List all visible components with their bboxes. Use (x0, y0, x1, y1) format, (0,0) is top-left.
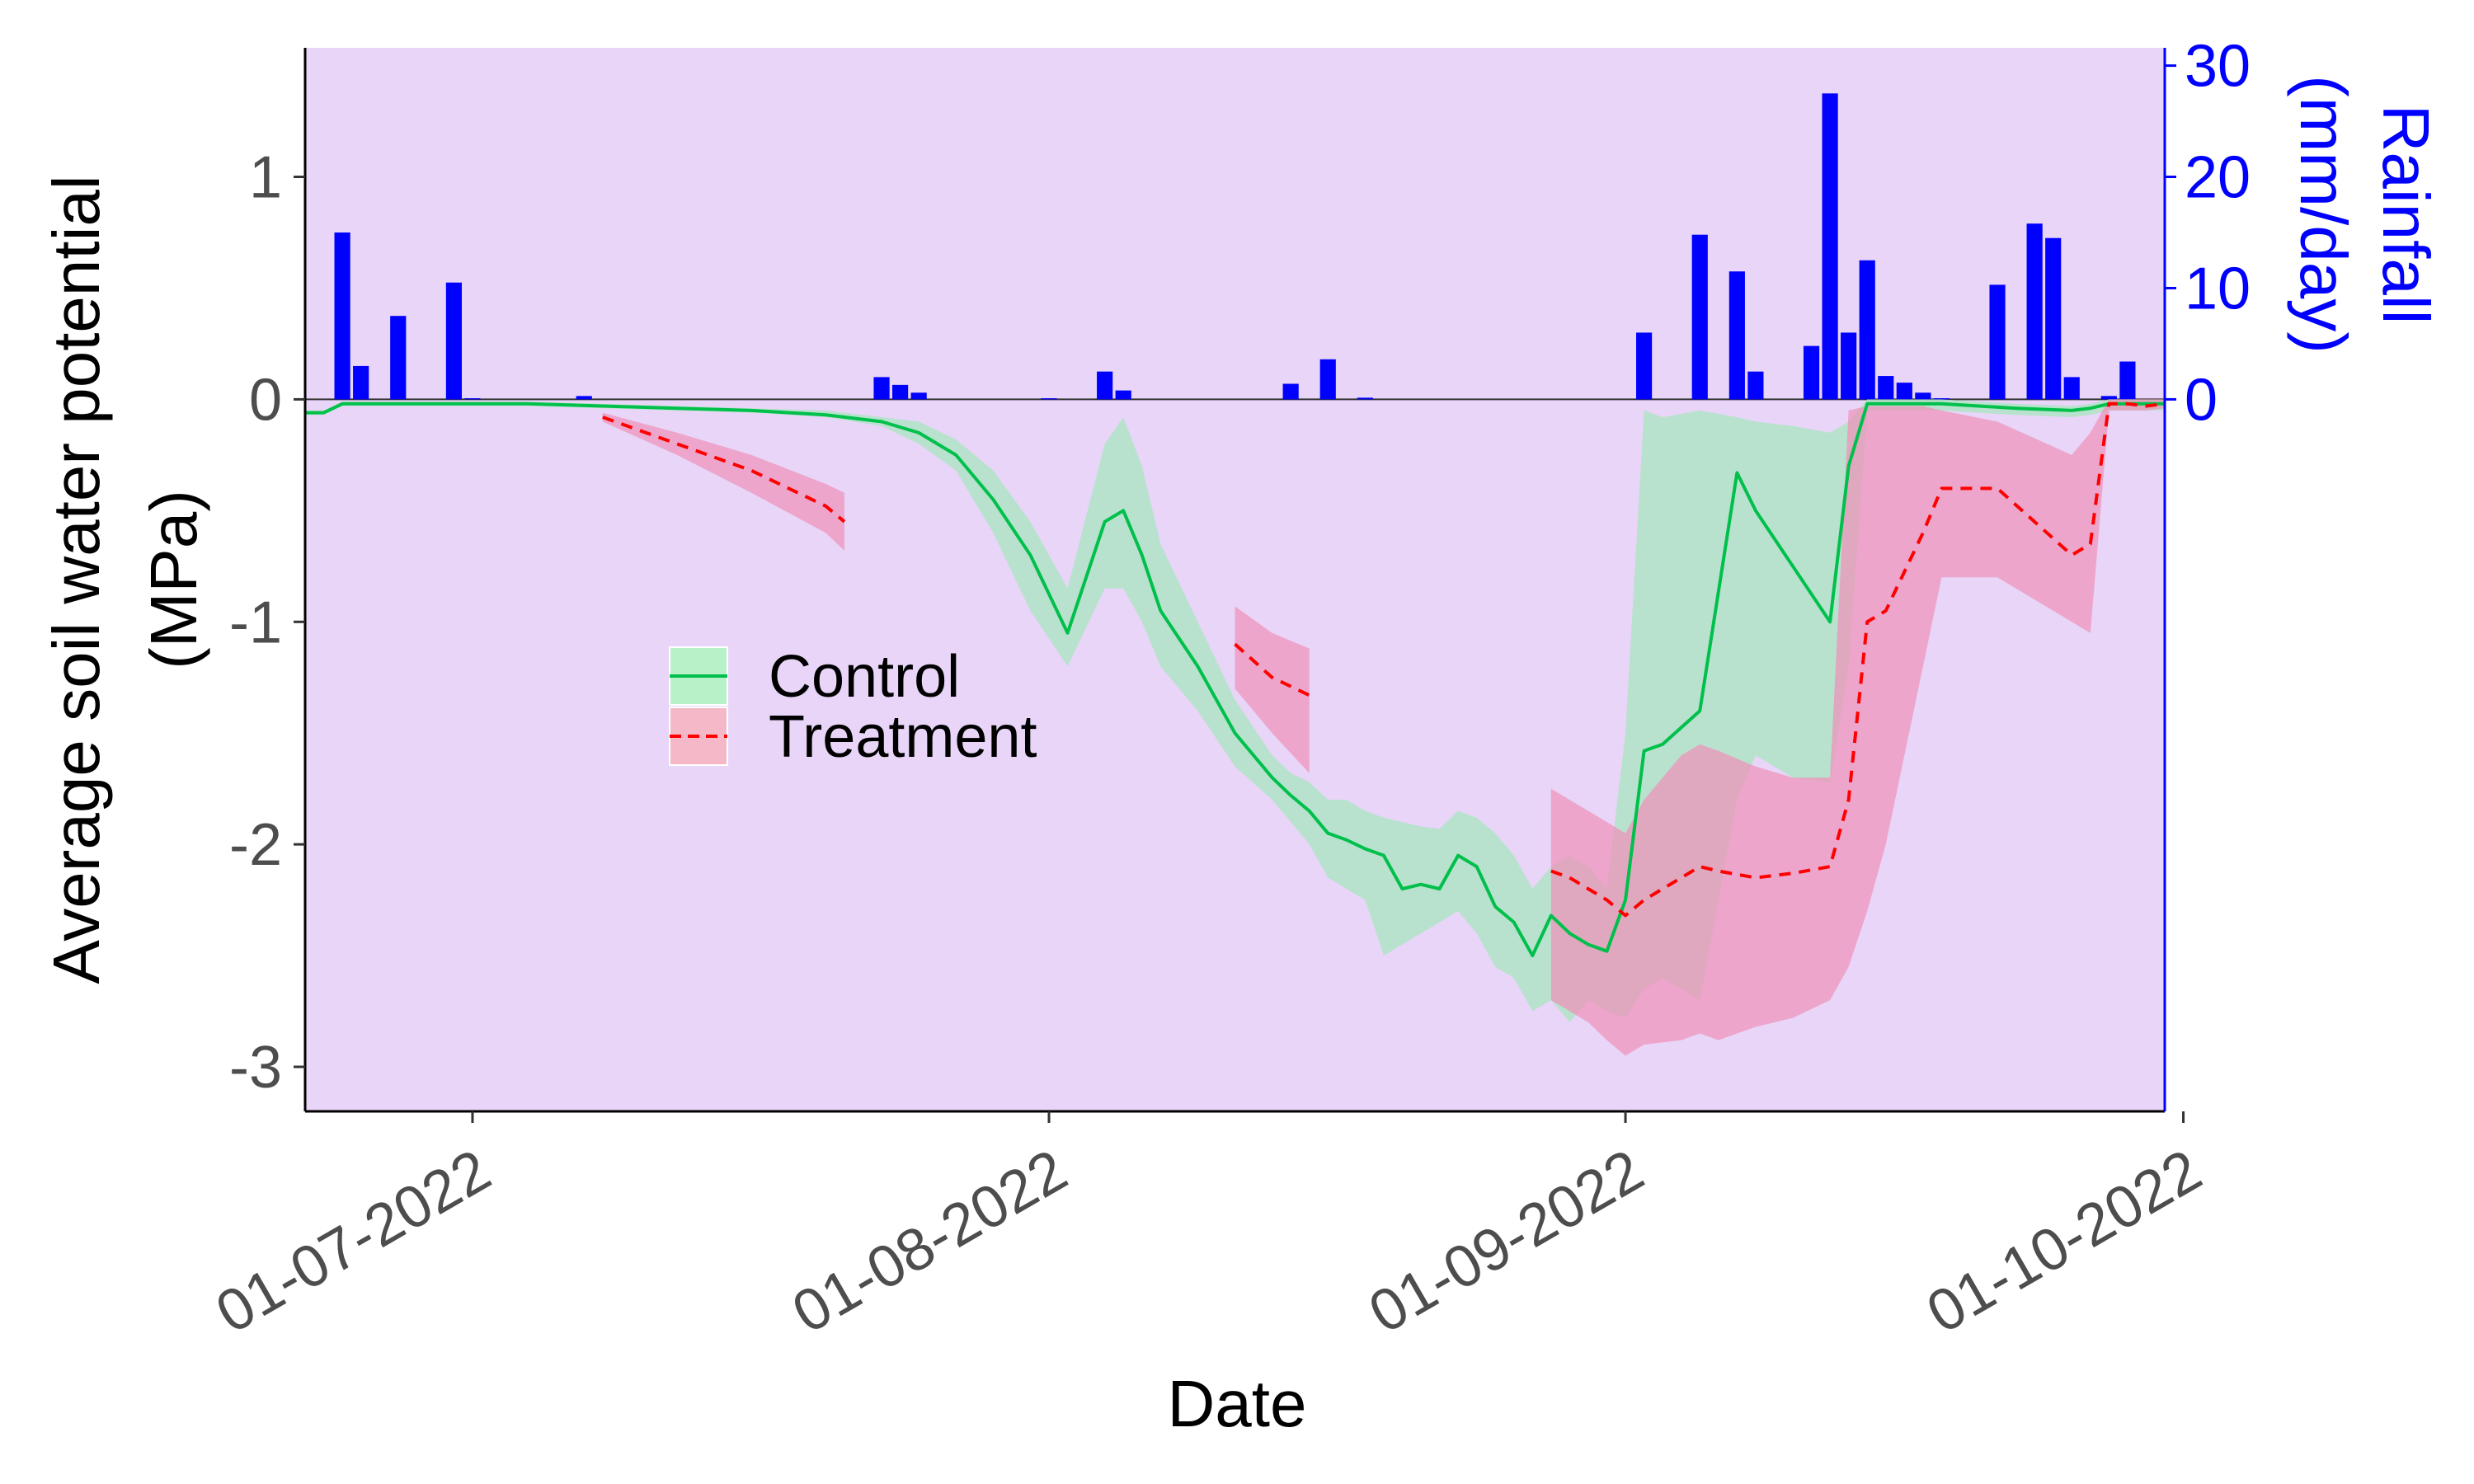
legend: Control Treatment (669, 644, 1037, 770)
rainfall-bar (1357, 397, 1373, 400)
treatment-line (1550, 402, 2166, 918)
series-lines (305, 402, 2166, 958)
rainfall-bar (1841, 332, 1857, 400)
rainfall-bar (1989, 284, 2006, 400)
rainfall-bar (445, 282, 462, 400)
rainfall-bar (1097, 371, 1113, 400)
y2-axis-title-line2: (mm/day) (2287, 75, 2360, 354)
rainfall-bar (1933, 398, 1950, 400)
y-tick-label: -3 (229, 1035, 282, 1101)
x-tick-label: 01-09-2022 (1358, 1137, 1654, 1345)
rainfall-bar (1319, 359, 1336, 400)
rainfall-bar (873, 377, 890, 400)
rainfall-bar (334, 232, 350, 400)
x-tick-label: 01-07-2022 (205, 1137, 501, 1345)
treatment-band (1235, 606, 1310, 773)
rainfall-bar (2063, 377, 2080, 400)
rainfall-bar (1896, 383, 1912, 400)
x-tick-label: 01-08-2022 (782, 1137, 1078, 1345)
legend-label-control: Control (769, 644, 960, 710)
rainfall-bar (1041, 398, 1057, 400)
y2-axis-title-line1: Rainfall (2369, 105, 2443, 325)
rainfall-bar (1636, 332, 1653, 400)
y-tick-label: -1 (229, 589, 282, 655)
treatment-line (602, 416, 846, 524)
y-axis-title: Average soil water potential (MPa) (40, 175, 210, 984)
treatment-line (1234, 642, 1310, 697)
rainfall-bar (2119, 361, 2136, 400)
rainfall-bar (1822, 93, 1838, 400)
rainfall-bar (353, 365, 369, 400)
rainfall-bar (576, 396, 592, 400)
rainfall-bar (1115, 390, 1131, 400)
rainfall-bar (464, 398, 481, 400)
x-axis-title: Date (1168, 1367, 1307, 1440)
y2-tick-label: 20 (2185, 145, 2251, 211)
treatment-band (1550, 399, 2165, 1056)
rainfall-bar (2026, 223, 2043, 400)
rainfall-bar (892, 384, 909, 400)
y-tick-label: 0 (249, 367, 282, 433)
rainfall-bar (1282, 383, 1299, 400)
y-axis-title-line2: (MPa) (137, 490, 210, 669)
rainfall-bar (1878, 376, 1894, 400)
control-line (305, 402, 2165, 958)
rainfall-bar (1859, 260, 1875, 400)
legend-item-treatment: Treatment (669, 704, 1037, 770)
y2-axis-title: Rainfall (mm/day) (2287, 75, 2443, 354)
y2-tick-label: 0 (2185, 367, 2218, 433)
axes (294, 48, 2185, 1123)
y-axis-title-line1: Average soil water potential (40, 175, 113, 984)
rainfall-bar (1747, 371, 1764, 400)
rainfall-bar (1729, 271, 1745, 400)
rainfall-bar (1803, 345, 1820, 400)
treatment-band (602, 412, 844, 551)
rainfall-bars (334, 93, 2136, 400)
rainfall-bar (2045, 237, 2062, 400)
confidence-bands (305, 399, 2165, 1056)
y2-tick-label: 30 (2185, 34, 2251, 100)
x-tick-label: 01-10-2022 (1917, 1137, 2213, 1345)
rainfall-bar (910, 392, 927, 400)
y2-tick-label: 10 (2185, 256, 2251, 322)
rainfall-bar (1915, 392, 1931, 400)
rainfall-bar (1691, 234, 1708, 400)
rainfall-bar (390, 316, 407, 400)
y-tick-label: -2 (229, 812, 282, 878)
y-tick-label: 1 (249, 145, 282, 211)
legend-label-treatment: Treatment (769, 704, 1037, 770)
rainfall-bar (2100, 396, 2117, 400)
legend-item-control: Control (669, 644, 960, 710)
